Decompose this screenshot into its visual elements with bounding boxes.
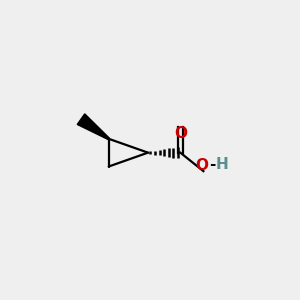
- Text: O: O: [174, 126, 187, 141]
- Polygon shape: [77, 114, 109, 140]
- Text: H: H: [216, 157, 229, 172]
- Text: -: -: [209, 157, 216, 172]
- Text: O: O: [195, 158, 208, 173]
